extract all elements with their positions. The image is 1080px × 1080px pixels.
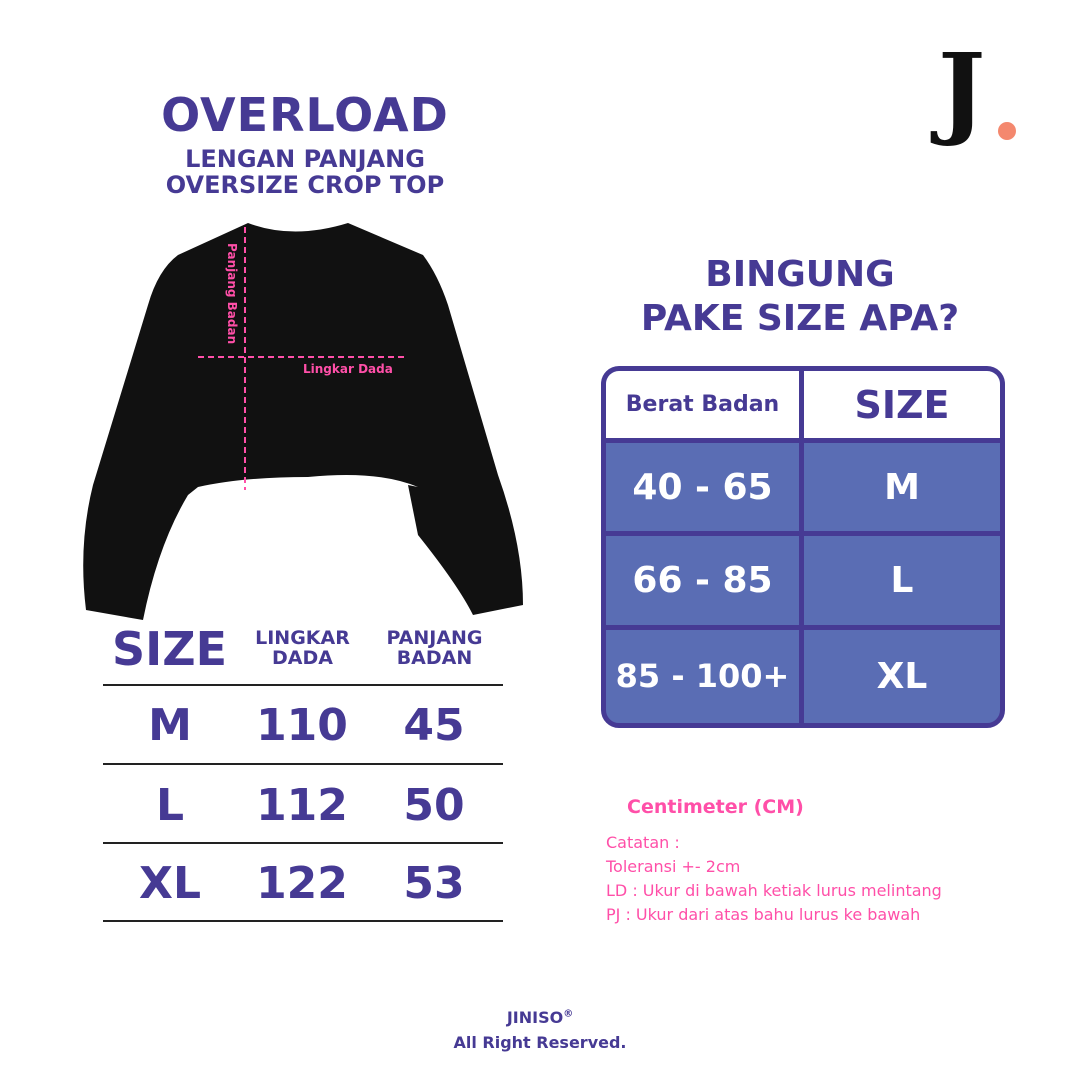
size-cell: M <box>148 700 192 751</box>
chest-label: Lingkar Dada <box>303 362 393 376</box>
length-cell: 50 <box>403 780 465 831</box>
note-line: PJ : Ukur dari atas bahu lurus ke bawah <box>606 905 921 924</box>
divider <box>103 763 503 765</box>
note-line: Catatan : <box>606 833 680 852</box>
size-header: SIZE <box>804 371 1000 443</box>
chest-header: LINGKAR DADA <box>255 627 350 669</box>
length-cell: 53 <box>403 858 465 909</box>
product-name: OVERLOAD <box>161 88 449 142</box>
registered-mark: ® <box>563 1008 574 1020</box>
chest-cell: 110 <box>256 700 348 751</box>
footer-rights: All Right Reserved. <box>453 1033 627 1052</box>
body-length-label: Panjang Badan <box>225 243 239 344</box>
size-cell: M <box>804 443 1000 537</box>
length-cell: 45 <box>403 700 465 751</box>
guide-title-2: PAKE SIZE APA? <box>640 298 960 339</box>
weight-cell: 40 - 65 <box>606 443 804 537</box>
table-row: M 110 45 <box>115 700 489 751</box>
divider <box>103 684 503 686</box>
length-header: PANJANG BADAN <box>386 627 483 669</box>
logo-dot <box>998 122 1016 140</box>
notes: Catatan : Toleransi +- 2cm LD : Ukur di … <box>606 831 942 927</box>
product-subtitle-2: OVERSIZE CROP TOP <box>165 171 445 199</box>
guide-title-1: BINGUNG <box>705 254 895 295</box>
size-cell: L <box>804 536 1000 630</box>
weight-cell: 66 - 85 <box>606 536 804 630</box>
weight-cell: 85 - 100+ <box>606 629 804 723</box>
note-line: LD : Ukur di bawah ketiak lurus melintan… <box>606 881 942 900</box>
table-row: L 112 50 <box>115 780 489 831</box>
footer-brand: JINISO® <box>0 1008 1080 1027</box>
divider <box>103 920 503 922</box>
note-line: Toleransi +- 2cm <box>606 857 741 876</box>
size-cell: XL <box>139 858 201 909</box>
weight-size-table: Berat Badan SIZE 40 - 65 M 66 - 85 L 85 … <box>601 366 1005 728</box>
weight-header: Berat Badan <box>606 371 804 443</box>
divider <box>103 842 503 844</box>
brand-logo: J <box>938 31 986 149</box>
size-header: SIZE <box>112 622 228 676</box>
size-cell: XL <box>876 655 928 697</box>
size-cell: L <box>155 780 185 831</box>
chest-cell: 122 <box>256 858 348 909</box>
chest-cell: 112 <box>256 780 348 831</box>
brand-name: JINISO <box>506 1008 564 1027</box>
sweater-diagram: Panjang Badan Lingkar Dada <box>83 223 523 620</box>
product-subtitle-1: LENGAN PANJANG <box>185 145 425 173</box>
table-row: XL 122 53 <box>115 858 489 909</box>
unit-label: Centimeter (CM) <box>627 796 804 818</box>
